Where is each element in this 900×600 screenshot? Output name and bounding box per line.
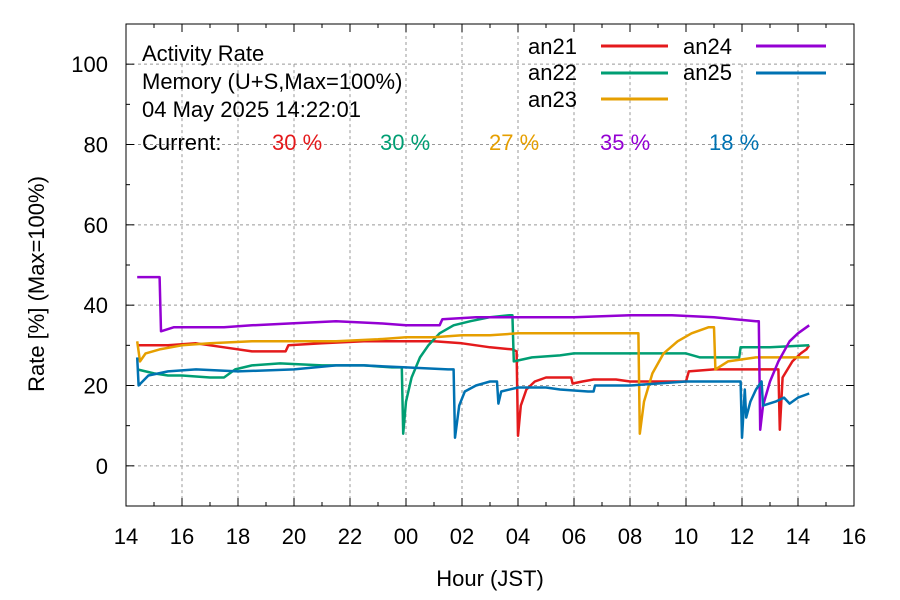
x-tick-label: 02: [450, 524, 474, 549]
x-tick-label: 22: [338, 524, 362, 549]
chart-title-line-2: Memory (U+S,Max=100%): [142, 69, 402, 94]
x-tick-label: 12: [730, 524, 754, 549]
x-tick-label: 06: [562, 524, 586, 549]
x-tick-label: 20: [282, 524, 306, 549]
current-value-an21: 30 %: [272, 130, 322, 155]
legend-label-an25: an25: [683, 60, 732, 85]
legend-label-an23: an23: [528, 87, 577, 112]
x-tick-label: 08: [618, 524, 642, 549]
current-value-an25: 18 %: [709, 130, 759, 155]
x-tick-label: 16: [842, 524, 866, 549]
series-line-an25: [135, 357, 810, 439]
chart-title-line-3: 04 May 2025 14:22:01: [142, 97, 361, 122]
current-label: Current:: [142, 130, 221, 155]
current-value-an24: 35 %: [600, 130, 650, 155]
x-tick-label: 14: [786, 524, 810, 549]
x-tick-label: 00: [394, 524, 418, 549]
current-value-an23: 27 %: [489, 130, 539, 155]
y-axis-label: Rate [%] (Max=100%): [24, 176, 49, 392]
y-tick-label: 40: [84, 293, 108, 318]
x-tick-label: 16: [170, 524, 194, 549]
legend-label-an21: an21: [528, 34, 577, 59]
x-tick-label: 14: [114, 524, 138, 549]
current-value-an22: 30 %: [380, 130, 430, 155]
grid-lines: [126, 24, 854, 506]
legend-label-an24: an24: [683, 34, 732, 59]
y-tick-label: 80: [84, 133, 108, 158]
series-line-an22: [136, 313, 810, 435]
chart-title-line-1: Activity Rate: [142, 41, 264, 66]
series-lines: [135, 275, 811, 439]
legend-label-an22: an22: [528, 60, 577, 85]
x-tick-label: 18: [226, 524, 250, 549]
x-axis-label: Hour (JST): [436, 566, 544, 591]
axis-ticks: 14 16 18 20 22 00 02 04 06 08 10 12 14 16 0 20 40 60 80 100: [71, 23, 866, 549]
series-line-an24: [137, 275, 810, 431]
series-line-an23: [135, 326, 810, 435]
x-tick-label: 10: [674, 524, 698, 549]
current-values: 30 % 30 % 27 % 35 % 18 %: [272, 130, 759, 155]
y-tick-label: 60: [84, 213, 108, 238]
y-tick-label: 0: [96, 454, 108, 479]
x-tick-label: 04: [506, 524, 530, 549]
y-tick-label: 20: [84, 374, 108, 399]
y-tick-label: 100: [71, 52, 108, 77]
